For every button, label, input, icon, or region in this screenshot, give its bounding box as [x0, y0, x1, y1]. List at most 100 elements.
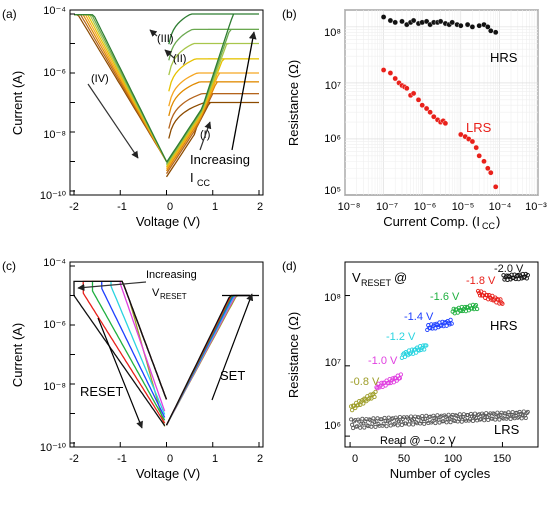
d-point-lrs — [373, 424, 378, 429]
a-xtick-4: 2 — [257, 201, 263, 213]
d-ytick-0: 10⁶ — [324, 420, 341, 432]
a-annot-III: (III) — [157, 33, 174, 45]
b-xtick-5: 10⁻³ — [525, 201, 547, 213]
b-point-lrs — [484, 165, 491, 172]
c-ytick-3: 10⁻¹⁰ — [40, 442, 67, 454]
d-point-lrs — [433, 421, 438, 426]
a-series-curve-neg — [74, 14, 168, 162]
b-point-lrs — [380, 67, 387, 73]
a-arrow-iii — [149, 29, 158, 37]
d-point-lrs — [446, 412, 451, 417]
c-annot-increasing: Increasing — [146, 269, 197, 281]
d-point-lrs — [430, 419, 435, 424]
b-point-lrs — [410, 90, 417, 97]
b-point-lrs — [403, 85, 410, 92]
b-xtick-1: 10⁻⁷ — [376, 201, 398, 213]
d-point-lrs — [496, 413, 501, 418]
c-series-set — [165, 294, 250, 426]
c-series-set — [165, 294, 250, 426]
a-ytick-0: 10⁻⁴ — [43, 5, 66, 17]
b-point-lrs — [387, 70, 394, 76]
a-ylabel: Current (A) — [10, 71, 25, 135]
d-point-lrs — [431, 413, 436, 418]
d-point-lrs — [520, 412, 525, 417]
d-group-label-10: -1.0 V — [368, 355, 398, 367]
d-point-lrs — [405, 416, 410, 421]
d-point-lrs — [454, 413, 459, 418]
d-point-lrs — [491, 411, 496, 416]
d-point-lrs — [406, 422, 411, 427]
d-point-lrs — [498, 412, 503, 417]
d-point-lrs — [484, 411, 489, 416]
b-point-lrs — [473, 144, 480, 151]
d-point-lrs — [362, 425, 367, 430]
b-point-hrs — [410, 17, 417, 24]
d-point-hrs — [485, 292, 490, 298]
a-annot-i: I — [190, 170, 194, 185]
a-ytick-3: 10⁻¹⁰ — [40, 190, 67, 202]
b-ytick-3: 10⁸ — [324, 27, 341, 39]
b-xtick-0: 10⁻⁸ — [338, 201, 361, 213]
c-xtick-3: 1 — [212, 453, 218, 465]
c-annot-vreset-sub: RESET — [160, 292, 187, 301]
c-series-set — [165, 294, 250, 426]
d-point-hrs — [458, 308, 463, 314]
d-point-lrs — [363, 419, 368, 424]
d-point-lrs — [494, 414, 499, 419]
b-point-hrs — [476, 22, 483, 29]
plot-c-frame — [69, 261, 264, 448]
d-group-label-08: -0.8 V — [350, 376, 380, 388]
d-point-lrs — [507, 412, 512, 417]
b-point-hrs — [437, 18, 444, 25]
d-group-label-12: -1.2 V — [386, 331, 416, 343]
d-point-lrs — [391, 422, 396, 427]
b-point-lrs — [481, 158, 487, 165]
a-xtick-3: 1 — [212, 201, 218, 213]
d-point-hrs — [417, 348, 422, 353]
d-point-hrs — [373, 389, 378, 395]
d-point-lrs — [360, 416, 365, 421]
c-xtick-4: 2 — [257, 453, 263, 465]
d-point-lrs — [351, 426, 356, 431]
d-point-lrs — [407, 419, 412, 424]
d-point-lrs — [508, 416, 513, 421]
d-point-lrs — [397, 414, 402, 419]
d-point-lrs — [448, 420, 453, 425]
d-point-lrs — [523, 415, 528, 420]
a-series-curve-neg — [74, 14, 168, 162]
d-point-lrs — [435, 413, 440, 418]
d-read-note: Read @ −0.2 V — [380, 435, 456, 447]
d-point-lrs — [392, 421, 397, 426]
d-point-hrs — [413, 350, 419, 355]
d-xlabel: Number of cycles — [390, 466, 491, 481]
d-point-lrs — [411, 422, 416, 427]
d-point-lrs — [350, 422, 355, 427]
d-point-lrs — [371, 416, 376, 421]
d-point-lrs — [486, 417, 491, 422]
d-point-lrs — [368, 418, 373, 423]
d-point-lrs — [469, 414, 474, 419]
d-point-lrs — [386, 415, 391, 420]
d-point-lrs — [470, 418, 475, 423]
d-point-lrs — [444, 420, 449, 425]
d-point-hrs — [525, 272, 530, 278]
d-point-hrs — [422, 347, 427, 352]
d-point-hrs — [349, 407, 355, 413]
d-point-lrs — [432, 415, 437, 420]
panel-a: (a) 10⁻⁴ 10⁻⁶ 10⁻⁸ 10⁻¹⁰ -2 -1 0 1 2 Vol… — [2, 5, 264, 229]
c-series-set — [165, 294, 250, 426]
d-point-hrs — [474, 306, 480, 312]
b-point-hrs — [487, 27, 494, 34]
d-point-lrs — [361, 421, 366, 426]
d-point-lrs — [425, 418, 430, 423]
b-point-lrs — [442, 120, 449, 127]
d-point-lrs — [472, 411, 477, 416]
a-arrow-i — [199, 121, 212, 151]
c-annot-set: SET — [220, 368, 245, 383]
d-point-hrs — [375, 386, 380, 391]
d-point-lrs — [421, 417, 426, 422]
d-point-lrs — [457, 412, 462, 417]
d-point-lrs — [483, 414, 488, 419]
d-ytick-2: 10⁸ — [324, 292, 341, 304]
